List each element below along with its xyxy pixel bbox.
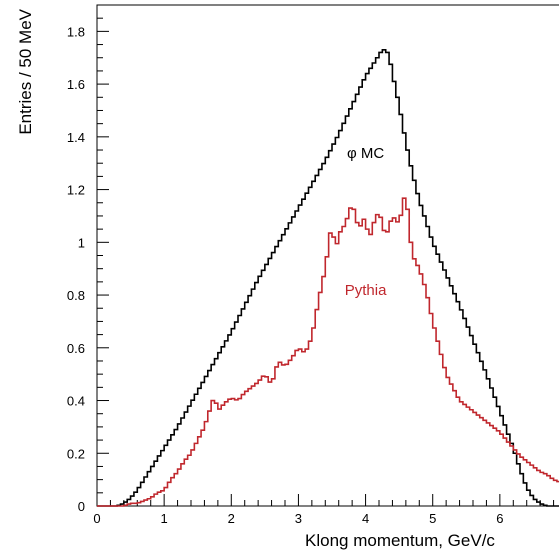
y-tick-label: 0.8 <box>67 288 85 303</box>
series-layer <box>97 49 559 507</box>
x-tick-label: 6 <box>496 511 503 526</box>
y-tick-label: 0.2 <box>67 446 85 461</box>
y-tick-label: 0 <box>78 499 85 514</box>
x-tick-label: 4 <box>362 511 369 526</box>
series-label-1: Pythia <box>345 282 387 299</box>
y-tick-label: 1.2 <box>67 183 85 198</box>
x-tick-label: 0 <box>93 511 100 526</box>
x-tick-label: 3 <box>295 511 302 526</box>
y-tick-label: 0.6 <box>67 341 85 356</box>
y-tick-label: 1.6 <box>67 77 85 92</box>
series-label-0: φ MC <box>347 145 384 162</box>
series-labels: φ MC Pythia <box>345 145 387 299</box>
y-tick-label: 0.4 <box>67 394 85 409</box>
x-tick-label: 2 <box>228 511 235 526</box>
x-axis-title: Klong momentum, GeV/c <box>305 531 495 550</box>
series-line-0 <box>97 49 559 507</box>
y-tick-label: 1.8 <box>67 24 85 39</box>
axis-tick-labels: 0123456700.20.40.60.811.21.41.61.8 <box>67 24 504 526</box>
y-axis-title: Entries / 50 MeV <box>16 8 35 134</box>
y-tick-label: 1.4 <box>67 130 85 145</box>
y-tick-label: 1 <box>78 235 85 250</box>
axis-ticks <box>96 4 555 507</box>
series-line-1 <box>97 197 559 507</box>
x-tick-label: 1 <box>161 511 168 526</box>
x-tick-label: 5 <box>429 511 436 526</box>
